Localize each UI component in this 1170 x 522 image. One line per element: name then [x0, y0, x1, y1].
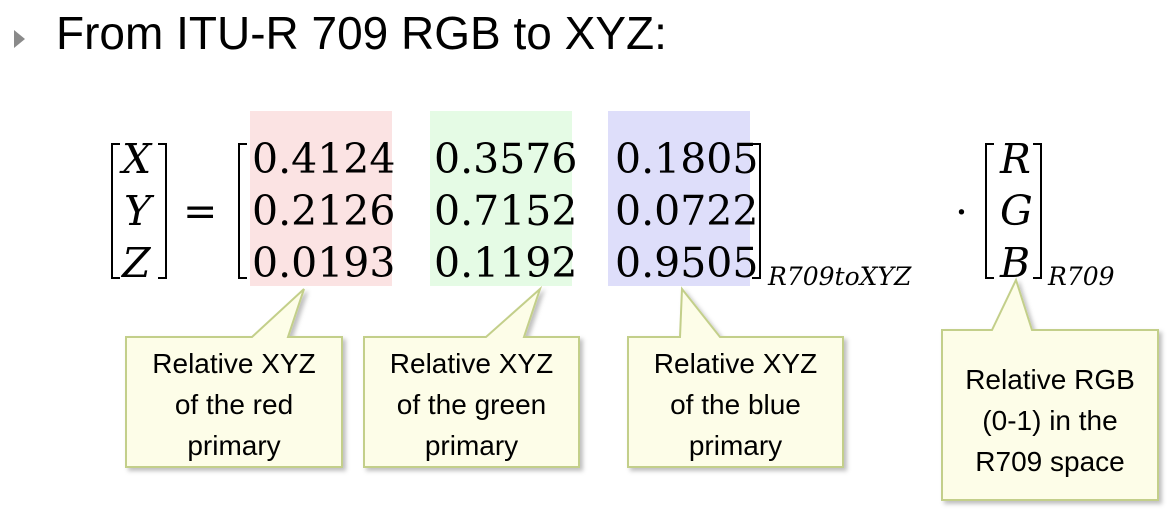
slide-title: From ITU-R 709 RGB to XYZ: [56, 7, 667, 59]
matrix-left-bracket [238, 143, 247, 279]
matrix-cell: 0.9505 [615, 239, 759, 287]
matrix-subscript: R709toXYZ [768, 262, 912, 291]
matrix-cell: 0.1805 [615, 135, 759, 183]
xyz-vector-y: Y [124, 187, 152, 235]
matrix-cell: 0.0722 [615, 187, 759, 235]
callout-blue-text: Relative XYZ of the blue primary [653, 348, 818, 461]
matrix-right-bracket [752, 143, 761, 279]
xyz-left-bracket [111, 143, 120, 279]
rgb-vector-r: R [1000, 135, 1031, 183]
blue-column-highlight [608, 111, 750, 286]
matrix-cell: 0.4124 [252, 135, 396, 183]
callout-rgb-shape [941, 277, 1159, 501]
matrix-cell: 0.0193 [252, 239, 396, 287]
green-column-highlight [430, 111, 572, 286]
red-column-highlight [250, 111, 392, 286]
callout-green-text: Relative XYZ of the green primary [389, 348, 554, 461]
rgb-right-bracket [1033, 143, 1042, 279]
callout-red-shape [125, 288, 343, 468]
xyz-vector-z: Z [122, 239, 151, 287]
callout-rgb-text: Relative RGB (0-1) in the R709 space [965, 364, 1135, 477]
matrix-cell: 0.2126 [252, 187, 396, 235]
equals-sign: = [183, 187, 218, 235]
dot-operator: · [955, 188, 969, 236]
matrix-cell: 0.1192 [434, 239, 578, 287]
rgb-vector-g: G [1000, 187, 1033, 235]
callout-blue-shape [627, 286, 844, 468]
xyz-right-bracket [158, 143, 167, 279]
callout-green-shape [363, 285, 580, 468]
bullet-arrow-icon [14, 30, 25, 48]
rgb-subscript: R709 [1048, 262, 1115, 291]
matrix-cell: 0.3576 [434, 135, 578, 183]
matrix-cell: 0.7152 [434, 187, 578, 235]
rgb-left-bracket [985, 143, 994, 279]
rgb-vector-b: B [1000, 239, 1031, 287]
xyz-vector-x: X [122, 135, 152, 183]
callout-red-text: Relative XYZ of the red primary [152, 348, 316, 461]
